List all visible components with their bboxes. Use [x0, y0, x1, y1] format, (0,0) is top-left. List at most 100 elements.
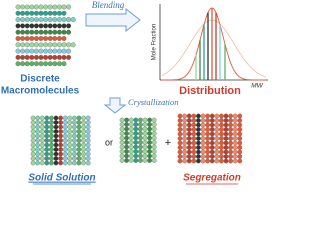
monomer	[67, 160, 73, 166]
monomer	[237, 118, 243, 123]
monomer	[177, 131, 183, 137]
monomer	[151, 144, 157, 150]
monomer	[142, 122, 148, 127]
monomer	[177, 140, 183, 146]
monomer	[223, 118, 229, 123]
monomer	[209, 113, 215, 119]
monomer	[81, 133, 86, 139]
monomer	[67, 115, 73, 121]
monomer	[24, 61, 30, 67]
monomer	[35, 115, 40, 121]
monomer	[214, 145, 220, 150]
monomer	[53, 147, 59, 152]
monomer	[53, 133, 59, 139]
monomer	[49, 147, 54, 152]
monomer	[219, 149, 224, 155]
monomer	[138, 140, 143, 145]
monomer	[142, 144, 148, 150]
monomer	[228, 158, 233, 164]
monomer	[67, 138, 73, 143]
monomer	[35, 120, 40, 125]
monomer	[138, 122, 143, 127]
monomer	[232, 154, 238, 159]
monomer	[61, 54, 67, 60]
monomer	[200, 158, 206, 164]
monomer	[205, 145, 210, 150]
monomer	[228, 122, 233, 128]
monomer	[205, 154, 210, 159]
monomer	[81, 156, 86, 161]
monomer	[151, 135, 157, 141]
monomer	[223, 113, 229, 119]
monomer	[47, 61, 53, 67]
monomer	[61, 29, 67, 35]
monomer	[196, 131, 201, 137]
monomer	[151, 126, 157, 132]
monomer	[196, 136, 201, 141]
monomer	[76, 129, 82, 134]
monomer	[182, 158, 187, 164]
monomer	[81, 138, 86, 143]
monomer	[53, 151, 59, 157]
monomer	[214, 127, 220, 132]
monomer	[191, 154, 197, 159]
monomer	[232, 136, 238, 141]
monomer	[44, 120, 50, 125]
monomer	[38, 42, 44, 48]
monomer	[29, 61, 35, 67]
monomer	[186, 122, 192, 128]
monomer	[53, 115, 59, 121]
monomer	[147, 144, 152, 150]
monomer	[38, 48, 44, 54]
monomer	[52, 61, 58, 67]
monomer	[200, 149, 206, 155]
x-axis-label: MW	[251, 83, 263, 90]
monomer	[228, 118, 233, 123]
monomer	[43, 48, 49, 54]
monomer	[61, 23, 67, 29]
crystallization-label: Crystallization	[128, 97, 179, 107]
monomer	[151, 158, 157, 163]
monomer	[133, 122, 139, 127]
monomer	[138, 135, 143, 141]
crystal-blocks	[30, 113, 243, 166]
monomer	[49, 120, 54, 125]
monomer	[58, 115, 63, 121]
monomer	[29, 17, 35, 23]
monomer	[43, 29, 49, 35]
monomer	[177, 118, 183, 123]
monomer	[128, 140, 134, 145]
monomer	[85, 115, 91, 121]
monomer	[191, 145, 197, 150]
monomer	[209, 136, 215, 141]
monomer	[33, 17, 39, 23]
monomer	[186, 127, 192, 132]
monomer	[196, 158, 201, 164]
monomer	[232, 113, 238, 119]
monomer	[29, 23, 35, 29]
monomer	[29, 4, 35, 10]
monomer	[209, 154, 215, 159]
monomer	[66, 29, 72, 35]
monomer	[62, 120, 68, 125]
distribution-curve	[162, 7, 266, 81]
monomer	[56, 36, 62, 41]
monomer	[151, 140, 157, 145]
monomer	[219, 131, 224, 137]
monomer	[133, 135, 139, 141]
monomer	[232, 149, 238, 155]
monomer	[56, 42, 62, 48]
monomer	[196, 140, 201, 146]
monomer	[20, 36, 26, 41]
monomer	[58, 160, 63, 166]
monomer	[33, 36, 39, 41]
monomer	[33, 54, 39, 60]
monomer	[66, 54, 72, 60]
monomer	[85, 142, 91, 148]
monomer	[44, 142, 50, 148]
monomer	[191, 136, 197, 141]
monomer	[24, 36, 30, 41]
monomer	[128, 153, 134, 159]
monomer	[151, 153, 157, 159]
monomer	[214, 136, 220, 141]
